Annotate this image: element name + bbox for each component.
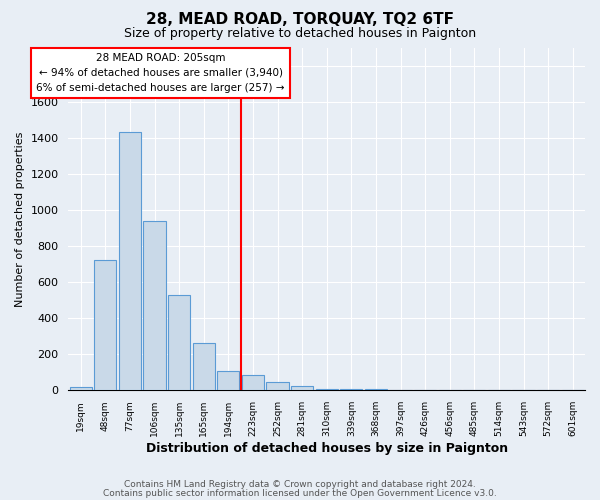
Bar — [119, 132, 141, 390]
X-axis label: Distribution of detached houses by size in Paignton: Distribution of detached houses by size … — [146, 442, 508, 455]
Bar — [70, 387, 92, 390]
Text: 28 MEAD ROAD: 205sqm
← 94% of detached houses are smaller (3,940)
6% of semi-det: 28 MEAD ROAD: 205sqm ← 94% of detached h… — [37, 53, 285, 92]
Bar — [168, 294, 190, 390]
Bar — [266, 382, 289, 390]
Bar — [193, 342, 215, 390]
Bar — [143, 220, 166, 390]
Text: 28, MEAD ROAD, TORQUAY, TQ2 6TF: 28, MEAD ROAD, TORQUAY, TQ2 6TF — [146, 12, 454, 28]
Bar — [291, 386, 313, 390]
Y-axis label: Number of detached properties: Number of detached properties — [15, 131, 25, 306]
Text: Contains HM Land Registry data © Crown copyright and database right 2024.: Contains HM Land Registry data © Crown c… — [124, 480, 476, 489]
Text: Contains public sector information licensed under the Open Government Licence v3: Contains public sector information licen… — [103, 488, 497, 498]
Bar — [316, 388, 338, 390]
Bar — [94, 260, 116, 390]
Text: Size of property relative to detached houses in Paignton: Size of property relative to detached ho… — [124, 28, 476, 40]
Bar — [217, 372, 239, 390]
Bar — [242, 375, 264, 390]
Bar — [340, 389, 362, 390]
